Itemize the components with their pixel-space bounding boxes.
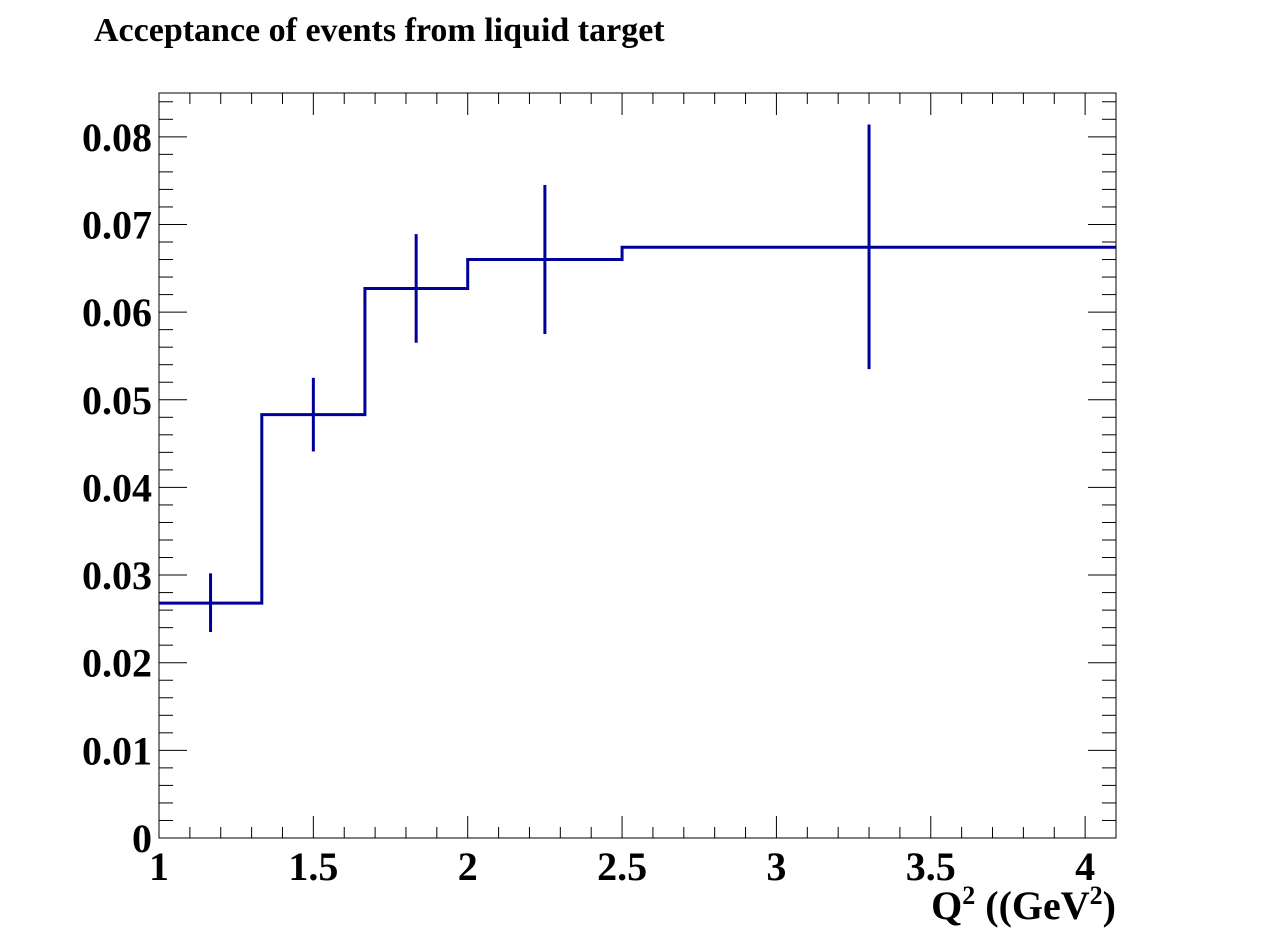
axis-ticks xyxy=(158,93,1117,839)
x-tick-label: 2.5 xyxy=(597,844,647,889)
y-tick-label: 0.03 xyxy=(82,553,152,598)
y-tick-label: 0.08 xyxy=(82,115,152,160)
x-axis-title: Q2 ((GeV2) xyxy=(931,881,1116,928)
x-tick-label: 2 xyxy=(458,844,478,889)
x-tick-label: 1 xyxy=(149,844,169,889)
y-tick-label: 0.04 xyxy=(82,465,152,510)
x-tick-label: 4 xyxy=(1075,844,1095,889)
y-tick-label: 0 xyxy=(132,816,152,861)
y-tick-label: 0.06 xyxy=(82,290,152,335)
y-tick-label: 0.07 xyxy=(82,202,152,247)
x-tick-label: 3.5 xyxy=(906,844,956,889)
y-tick-label: 0.01 xyxy=(82,728,152,773)
x-tick-label: 3 xyxy=(766,844,786,889)
y-tick-labels: 0 0.01 0.02 0.03 0.04 0.05 0.06 0.07 0.08 xyxy=(82,115,152,861)
histogram-step-line xyxy=(159,245,1116,605)
series-acceptance xyxy=(159,124,1116,633)
plot-frame xyxy=(158,92,1117,839)
x-tick-labels: 1 1.5 2 2.5 3 3.5 4 xyxy=(149,844,1095,889)
y-tick-label: 0.02 xyxy=(82,641,152,686)
y-tick-label: 0.05 xyxy=(82,378,152,423)
chart-title: Acceptance of events from liquid target xyxy=(94,12,665,49)
x-tick-label: 1.5 xyxy=(288,844,338,889)
